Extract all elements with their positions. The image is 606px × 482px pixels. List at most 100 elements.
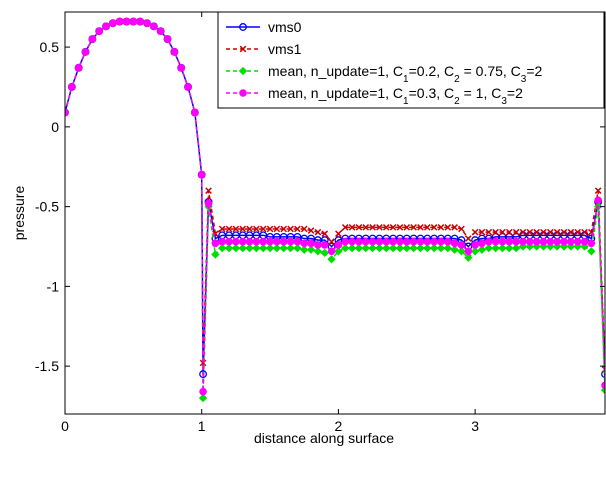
data-point xyxy=(423,224,431,231)
data-point xyxy=(437,237,445,246)
data-point xyxy=(519,237,527,246)
data-point xyxy=(218,237,227,246)
data-point xyxy=(368,237,377,246)
data-point xyxy=(416,243,425,253)
x-tick-label: 1 xyxy=(198,418,206,434)
data-point xyxy=(300,225,308,233)
data-point xyxy=(430,224,438,231)
data-point xyxy=(199,370,208,379)
data-point xyxy=(457,241,466,249)
data-point xyxy=(265,243,275,253)
x-tick-label: 2 xyxy=(335,418,343,434)
data-point xyxy=(252,237,261,246)
data-point xyxy=(95,27,103,35)
data-point xyxy=(199,359,207,367)
data-point xyxy=(573,237,582,246)
data-point xyxy=(347,243,357,253)
data-point xyxy=(512,237,520,246)
data-point xyxy=(313,247,323,256)
data-point xyxy=(457,247,466,256)
y-tick-label: -1 xyxy=(47,278,60,294)
data-point xyxy=(491,237,500,246)
legend-entry: mean, n_update=1, C1=0.2, C2 = 0.75, C3=… xyxy=(268,63,543,85)
data-point xyxy=(163,35,172,43)
data-point xyxy=(410,224,417,231)
data-point xyxy=(205,187,212,194)
data-point xyxy=(245,243,254,253)
data-point xyxy=(122,17,131,26)
data-point xyxy=(491,243,500,253)
data-point xyxy=(444,224,452,231)
data-point xyxy=(526,237,534,246)
data-point xyxy=(580,237,589,246)
data-point xyxy=(470,247,480,256)
data-point xyxy=(279,243,288,253)
data-point xyxy=(327,255,336,264)
data-point xyxy=(403,224,411,231)
data-point xyxy=(382,243,391,253)
data-point xyxy=(361,237,370,246)
data-point xyxy=(594,196,602,205)
data-point xyxy=(294,225,301,233)
data-point xyxy=(450,245,459,254)
data-point xyxy=(450,239,459,248)
data-point xyxy=(402,243,411,253)
data-point xyxy=(293,237,302,246)
data-point xyxy=(389,224,397,231)
data-point xyxy=(109,19,117,27)
data-point xyxy=(184,83,192,91)
data-point xyxy=(156,27,165,35)
data-point xyxy=(464,247,473,256)
data-point xyxy=(320,248,329,258)
data-point xyxy=(498,237,507,246)
data-point xyxy=(259,237,268,246)
data-point xyxy=(388,243,398,253)
data-point xyxy=(416,237,425,246)
data-point xyxy=(376,224,383,231)
data-point xyxy=(478,239,486,248)
data-point xyxy=(601,370,605,379)
data-point xyxy=(512,228,520,236)
data-point xyxy=(198,393,208,403)
data-point xyxy=(369,224,376,231)
data-point xyxy=(314,241,322,249)
data-point xyxy=(266,225,274,233)
data-point xyxy=(224,243,234,253)
data-point xyxy=(245,237,254,246)
data-point xyxy=(239,225,247,233)
data-point xyxy=(238,237,247,246)
data-point xyxy=(191,108,199,117)
data-point xyxy=(484,237,493,246)
data-point xyxy=(458,225,465,233)
data-point xyxy=(273,225,281,233)
legend-entry: vms1 xyxy=(268,41,302,57)
data-point xyxy=(396,224,404,231)
plot-area xyxy=(65,17,605,403)
data-point xyxy=(362,224,370,231)
data-point xyxy=(102,22,110,31)
data-point xyxy=(273,237,281,246)
data-point xyxy=(211,250,220,259)
data-point xyxy=(68,83,76,91)
data-point xyxy=(81,48,90,56)
data-point xyxy=(471,228,479,236)
data-point xyxy=(587,239,596,248)
data-point xyxy=(335,230,342,238)
data-point xyxy=(560,237,568,246)
data-point xyxy=(389,237,397,246)
data-point xyxy=(396,237,404,246)
data-point xyxy=(328,238,335,246)
legend-entry: vms0 xyxy=(268,19,302,35)
data-point xyxy=(307,227,315,234)
x-tick-label: 3 xyxy=(471,418,479,434)
data-point xyxy=(150,22,158,31)
data-point xyxy=(464,235,472,242)
data-point xyxy=(594,187,602,194)
data-point xyxy=(574,228,581,236)
legend-marker xyxy=(239,45,247,53)
data-point xyxy=(533,228,540,236)
data-point xyxy=(478,228,486,236)
legend-entry: mean, n_update=1, C1=0.3, C2 = 1, C3=2 xyxy=(268,85,523,107)
legend-marker xyxy=(239,23,247,31)
